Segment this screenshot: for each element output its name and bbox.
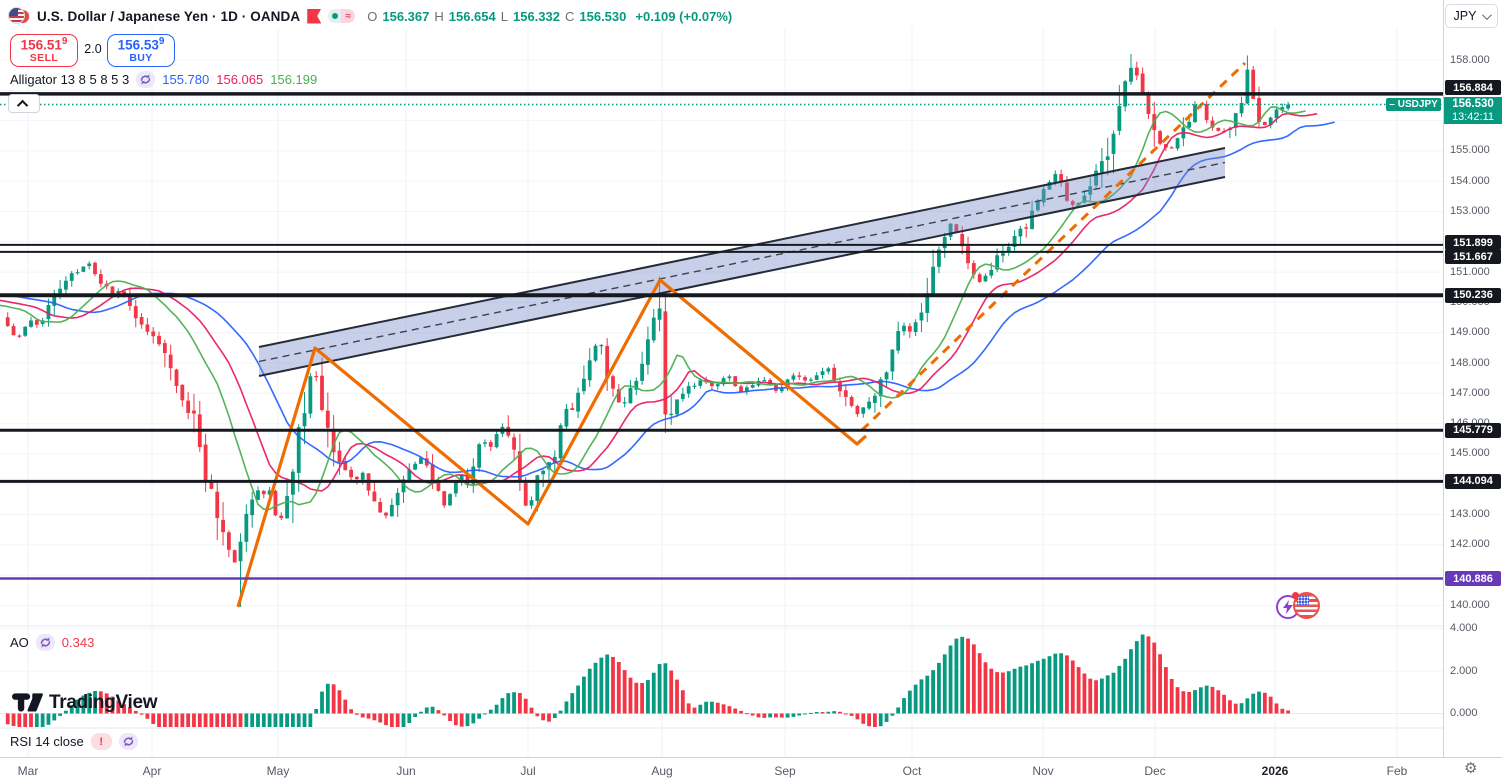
ohlc-value: 156.654 xyxy=(448,8,496,24)
sell-label: SELL xyxy=(29,51,59,64)
currency-selector[interactable]: JPY xyxy=(1445,4,1498,28)
price-level-label: 150.236 xyxy=(1445,287,1501,303)
symbol-legend[interactable]: U.S. Dollar / Japanese Yen · 1D · OANDA … xyxy=(8,6,732,26)
current-price-label: 156.530 13:42:11 xyxy=(1444,97,1502,124)
collapse-pane-button[interactable] xyxy=(8,94,40,113)
price-tick: 142.000 xyxy=(1450,538,1490,551)
spread-value: 2.0 xyxy=(84,42,102,56)
us-economic-event-icon[interactable] xyxy=(1293,592,1320,619)
market-open-dot-icon xyxy=(328,9,342,23)
ohlc-value: 156.332 xyxy=(512,8,560,24)
ohlc-values: O 156.367 H 156.654 L 156.332 C 156.530 xyxy=(367,9,626,24)
price-level-label: 151.899 xyxy=(1445,235,1501,251)
time-axis-month: Aug xyxy=(651,764,673,778)
time-axis-month: Mar xyxy=(17,764,39,778)
price-tick: 147.000 xyxy=(1450,386,1490,399)
ohlc-key: H xyxy=(434,8,444,24)
buy-label: BUY xyxy=(129,51,153,64)
price-tick: 151.000 xyxy=(1450,265,1490,278)
ohlc-key: C xyxy=(564,8,575,24)
indicator-reload-icon[interactable] xyxy=(35,634,55,651)
rsi-legend-row[interactable]: RSI 14 close ! xyxy=(10,733,138,750)
ao-label: AO xyxy=(10,635,29,650)
time-axis-month: Apr xyxy=(142,764,162,778)
grid-layer xyxy=(0,28,1502,757)
time-axis-month: Dec xyxy=(1144,764,1166,778)
currency-pair-flags-icon xyxy=(8,6,30,26)
price-axis[interactable]: 156.530 13:42:11 158.000 155.000 154.000 15… xyxy=(1443,0,1502,757)
time-axis-month: Nov xyxy=(1032,764,1054,778)
ohlc-key: L xyxy=(500,8,508,24)
ohlc-value: 156.367 xyxy=(382,8,430,24)
market-status-capsule[interactable]: ≈ xyxy=(328,9,356,23)
indicator-warning-icon[interactable]: ! xyxy=(90,733,112,750)
price-tick: 140.000 xyxy=(1450,598,1490,611)
price-level-label: 140.886 xyxy=(1445,571,1501,587)
indicator-reload-icon[interactable] xyxy=(118,733,138,750)
price-level-label: 144.094 xyxy=(1445,473,1501,489)
price-levels-layer xyxy=(0,92,1443,580)
notification-dot xyxy=(1292,592,1299,599)
dashed-trendline-drawing[interactable] xyxy=(860,61,1247,432)
gear-icon[interactable]: ⚙ xyxy=(1464,760,1478,777)
price-tick: 148.000 xyxy=(1450,356,1490,369)
alligator-lips-value: 156.199 xyxy=(270,72,318,87)
ao-tick: 4.000 xyxy=(1450,622,1478,635)
time-axis-month: Jun xyxy=(396,764,416,778)
ao-legend-row[interactable]: AO 0.343 xyxy=(10,634,94,651)
alligator-jaw-value: 155.780 xyxy=(162,72,210,87)
alligator-lines-layer xyxy=(0,106,1335,511)
price-tick: 154.000 xyxy=(1450,174,1490,187)
price-tick: 143.000 xyxy=(1450,508,1490,520)
price-tick: 158.000 xyxy=(1450,53,1490,66)
rsi-label: RSI 14 close xyxy=(10,734,84,749)
time-axis-month: Feb xyxy=(1386,764,1408,778)
time-axis-month: May xyxy=(266,764,290,778)
tradingview-logo[interactable]: TradingView xyxy=(12,692,158,714)
indicator-reload-icon[interactable] xyxy=(136,71,156,88)
time-axis[interactable]: Mar Apr May Jun Jul Aug Sep Oct Nov Dec 2026 Feb xyxy=(0,757,1502,783)
time-axis-month: Sep xyxy=(774,764,796,778)
price-tick: 149.000 xyxy=(1450,326,1490,339)
candles-layer xyxy=(5,53,1291,607)
alligator-label: Alligator 13 8 5 8 5 3 xyxy=(10,72,130,87)
chevron-up-icon xyxy=(16,99,29,111)
alligator-teeth-value: 156.065 xyxy=(216,72,264,87)
ohlc-key: O xyxy=(367,8,378,24)
chevron-down-icon xyxy=(1482,9,1493,20)
price-tick: 155.000 xyxy=(1450,144,1490,157)
approx-price-icon: ≈ xyxy=(341,9,356,23)
series-price-tag: – USDJPY xyxy=(1386,98,1441,111)
ohlc-value: 156.530 xyxy=(579,8,627,24)
price-change: +0.109 (+0.07%) xyxy=(635,8,733,24)
flagged-symbol-icon[interactable] xyxy=(307,8,322,24)
price-level-label: 151.667 xyxy=(1445,249,1501,265)
price-tick: 153.000 xyxy=(1450,205,1490,217)
price-tick: 145.000 xyxy=(1450,447,1490,460)
price-level-label: 156.884 xyxy=(1445,80,1501,96)
ao-tick: 0.000 xyxy=(1450,707,1478,719)
time-axis-month: Oct xyxy=(902,764,922,778)
ao-histogram-layer xyxy=(5,634,1291,727)
sell-button[interactable]: 156.519 SELL xyxy=(10,34,78,67)
event-icons xyxy=(1276,592,1324,622)
price-level-label: 145.779 xyxy=(1445,422,1501,438)
tradingview-logo-mark xyxy=(12,693,43,712)
bar-countdown: 13:42:11 xyxy=(1451,110,1494,123)
trend-channel-drawing[interactable] xyxy=(258,147,1226,377)
time-axis-month: Jul xyxy=(520,764,536,778)
symbol-title[interactable]: U.S. Dollar / Japanese Yen · 1D · OANDA xyxy=(37,8,301,24)
ao-value: 0.343 xyxy=(61,635,95,650)
time-axis-month: 2026 xyxy=(1261,764,1289,778)
alligator-legend-row[interactable]: Alligator 13 8 5 8 5 3 155.780 156.065 1… xyxy=(10,71,317,88)
buy-button[interactable]: 156.539 BUY xyxy=(107,34,175,67)
zigzag-trendline-drawing[interactable] xyxy=(236,278,868,608)
ao-tick: 2.000 xyxy=(1450,664,1478,677)
